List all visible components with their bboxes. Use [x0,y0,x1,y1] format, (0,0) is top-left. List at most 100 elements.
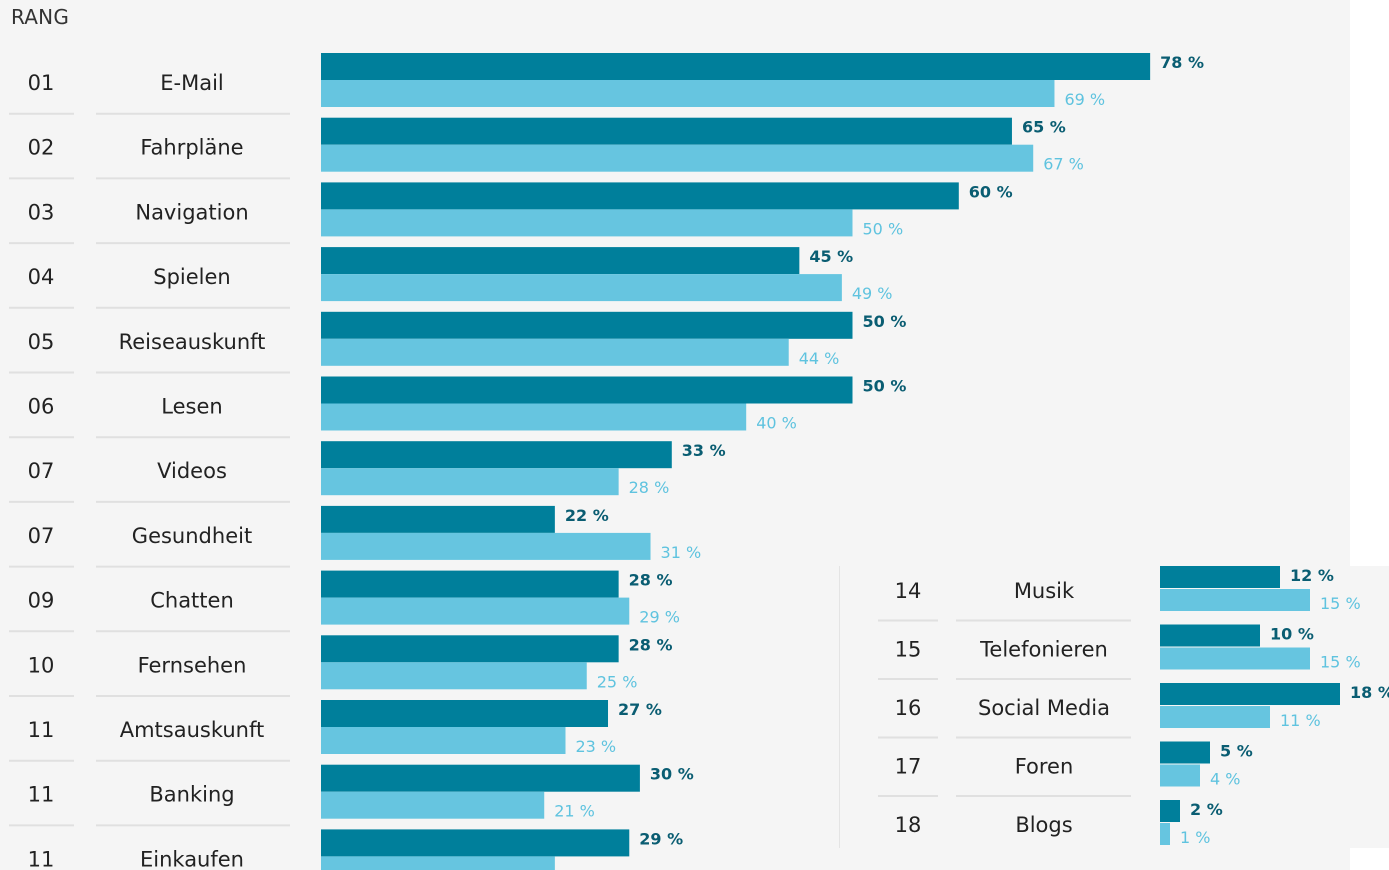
category-label: Fahrpläne [140,136,243,160]
rank-label: 14 [895,579,922,603]
data-label-series1: 33 % [682,441,726,460]
bar-series1-videos [321,441,672,469]
data-label-series2: 15 % [1320,653,1361,672]
rank-label: 10 [28,653,55,677]
data-label-series1: 5 % [1220,742,1253,761]
rank-label: 01 [28,71,55,95]
bar-series1-gesundheit [321,505,555,533]
data-label-series2: 1 % [1180,828,1210,847]
data-label-series1: 12 % [1290,566,1334,585]
data-label-series1: 50 % [863,312,907,331]
data-label-series1: 50 % [863,377,907,396]
bar-series2-videos [321,468,619,496]
data-label-series1: 2 % [1190,800,1223,819]
data-label-series1: 29 % [639,829,683,848]
bar-series2-amtsauskunft [321,727,566,754]
category-label: Gesundheit [132,524,252,548]
bar-series1-spielen [321,247,800,275]
category-label: Einkaufen [140,847,244,870]
bar-series2-chatten [321,597,630,625]
rank-column-header: RANG [11,5,70,29]
bar-series1-musik [1160,566,1280,588]
category-label: Banking [149,783,234,807]
bar-series1-einkaufen [321,829,630,857]
data-label-series2: 40 % [756,414,797,433]
data-label-series1: 65 % [1022,118,1066,137]
bar-series1-fahrpl-ne [321,117,1012,145]
data-label-series2: 29 % [639,608,680,627]
data-label-series2: 21 % [554,802,595,821]
category-label: Spielen [153,265,230,289]
data-label-series2: 22 % [565,866,606,870]
data-label-series2: 67 % [1043,155,1084,174]
data-label-series1: 22 % [565,506,609,525]
bar-series2-blogs [1160,823,1170,845]
bar-series1-foren [1160,741,1210,764]
data-label-series2: 25 % [597,672,638,691]
bar-series2-foren [1160,764,1200,787]
bar-series2-navigation [321,209,853,237]
bar-series2-fernsehen [321,662,587,690]
data-label-series1: 10 % [1270,625,1314,644]
category-label: Amtsauskunft [120,718,265,742]
bar-series2-lesen [321,403,747,431]
bar-series2-spielen [321,274,842,302]
rank-label: 05 [28,330,55,354]
data-label-series1: 30 % [650,765,694,784]
rank-label: 15 [895,638,922,662]
rank-label: 17 [895,755,922,779]
bar-series1-chatten [321,570,619,598]
category-label: Lesen [161,395,222,419]
category-label: Musik [1014,579,1075,603]
data-label-series1: 60 % [969,182,1013,201]
data-label-series2: 69 % [1064,90,1105,109]
rank-label: 09 [28,589,55,613]
category-label: Blogs [1015,813,1072,837]
bar-series1-navigation [321,182,959,210]
category-label: Social Media [978,696,1110,720]
chart-group-1: 01 E-Mail 78 % 69 % 02 Fahrpläne 65 % 67 % 03 Nav… [9,53,1204,870]
chart-group-2: 14 Musik 12 % 15 % 15 Telefonieren 10 % 15 % 16 S… [878,566,1389,847]
panel-divider [839,566,840,848]
bar-series2-einkaufen [321,856,555,870]
data-label-series2: 31 % [661,543,702,562]
bar-series2-gesundheit [321,532,651,560]
bar-series2-e-mail [321,80,1055,107]
rank-label: 16 [895,696,922,720]
data-label-series2: 11 % [1280,711,1321,730]
bar-series2-banking [321,791,545,819]
rank-label: 06 [28,395,55,419]
bar-series1-banking [321,764,640,792]
data-label-series1: 45 % [809,247,853,266]
rank-label: 11 [28,783,55,807]
bar-series1-amtsauskunft [321,700,609,727]
category-label: Navigation [135,200,248,224]
data-label-series2: 28 % [629,478,670,497]
category-label: Videos [157,459,227,483]
bar-series2-fahrpl-ne [321,144,1034,172]
category-label: Reiseauskunft [119,330,266,354]
rank-label: 04 [28,265,55,289]
bar-series1-lesen [321,376,853,404]
data-label-series1: 28 % [629,635,673,654]
data-label-series1: 78 % [1160,53,1204,72]
data-label-series2: 49 % [852,284,893,303]
bar-series1-blogs [1160,800,1180,822]
data-label-series2: 15 % [1320,594,1361,613]
rank-label: 11 [28,847,55,870]
bar-series1-reiseauskunft [321,311,853,339]
data-label-series2: 23 % [575,737,616,756]
bar-series1-social-media [1160,683,1340,705]
rank-label: 07 [28,524,55,548]
data-label-series1: 18 % [1350,683,1389,702]
category-label: E-Mail [160,71,224,95]
bar-series2-musik [1160,589,1310,611]
bar-series2-telefonieren [1160,647,1310,670]
chart-panel-continuation [840,566,1389,848]
category-label: Fernsehen [138,653,247,677]
rank-label: 18 [895,813,922,837]
rank-label: 03 [28,200,55,224]
category-label: Chatten [150,589,234,613]
rank-label: 02 [28,136,55,160]
